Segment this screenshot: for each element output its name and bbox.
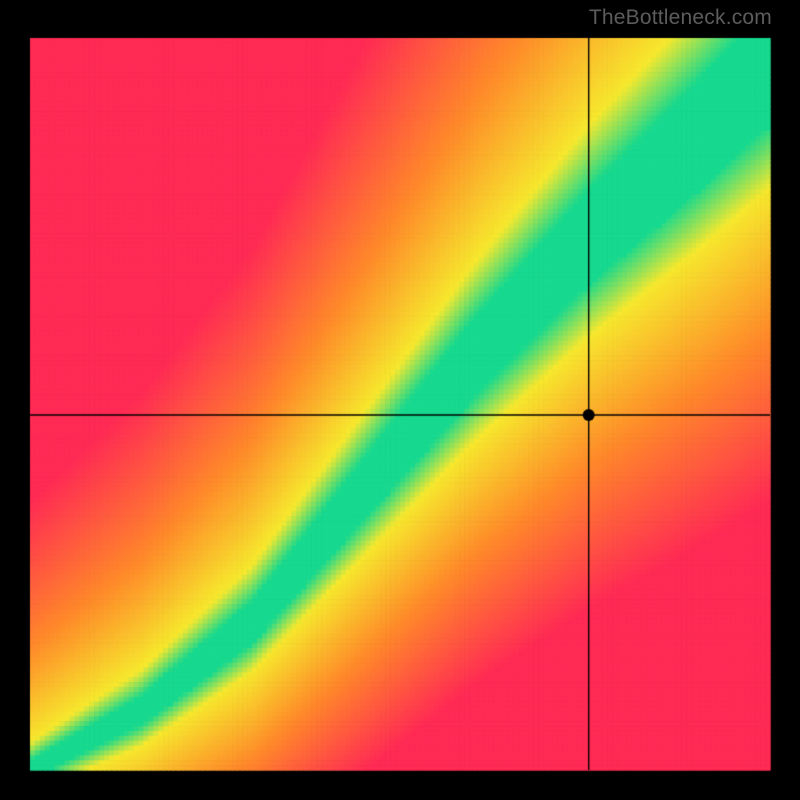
watermark-text: TheBottleneck.com (589, 6, 772, 30)
bottleneck-heatmap (0, 0, 800, 800)
chart-container: TheBottleneck.com (0, 0, 800, 800)
